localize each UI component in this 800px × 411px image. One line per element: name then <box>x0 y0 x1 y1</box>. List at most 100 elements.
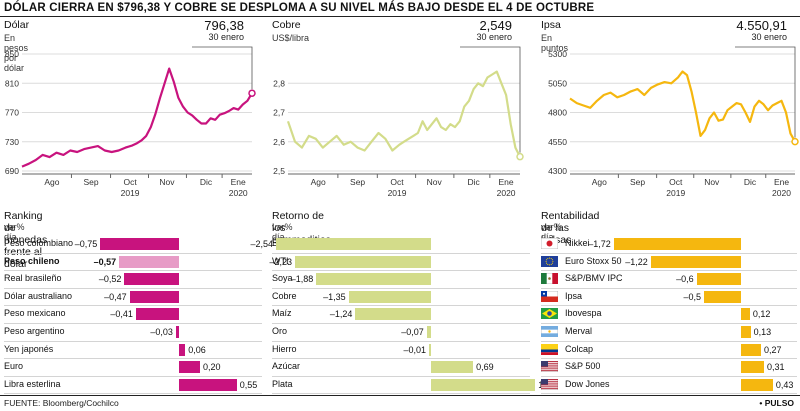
bar-value-label: 0,06 <box>188 344 206 355</box>
last-point-ipsa <box>791 137 799 146</box>
y-tick-label: 4550 <box>548 137 567 147</box>
chart-subtitle-ipsa: En puntos <box>541 33 569 53</box>
bar-value-label: –0,41 <box>110 309 133 320</box>
x-tick-label: Sep <box>83 177 98 187</box>
bar <box>613 238 741 250</box>
series-line-dolar <box>21 67 253 168</box>
category-label: Dólar australiano <box>4 290 73 301</box>
x-tick-label: 2020 <box>229 188 248 198</box>
x-tick-label: 2019 <box>666 188 685 198</box>
x-tick-label: Dic <box>467 177 480 187</box>
value-callout-line <box>735 46 796 138</box>
y-tick-label: 770 <box>5 108 19 118</box>
bar-value-label: –0,6 <box>676 274 694 285</box>
headline: DÓLAR CIERRA EN $796,38 Y COBRE SE DESPL… <box>4 2 595 14</box>
x-tick-label: 2020 <box>772 188 791 198</box>
bar-value-label: 0,31 <box>766 362 785 373</box>
chart-title-cobre: Cobre <box>272 19 301 31</box>
ranking-subtitle: var% día <box>541 222 562 242</box>
category-label: Ipsa <box>565 290 583 301</box>
bar <box>316 273 431 286</box>
ranking-subtitle: var% día <box>272 222 293 242</box>
row-divider <box>272 340 530 342</box>
brazil-flag-icon <box>541 308 558 320</box>
row-divider <box>4 252 262 254</box>
x-tick-label: Sep <box>350 177 365 187</box>
chart-subtitle-dolar: En pesos por dólar <box>4 33 29 73</box>
row-divider <box>541 375 797 377</box>
row-divider <box>4 323 262 324</box>
x-tick-label: 2020 <box>497 188 516 198</box>
category-label: Peso colombiano <box>4 238 74 248</box>
bar <box>741 326 751 338</box>
category-label: Colcap <box>565 343 594 354</box>
category-label: Real brasileño <box>4 273 62 284</box>
y-tick-label: 730 <box>5 137 19 147</box>
x-tick-label: Dic <box>200 177 213 187</box>
category-label: Euro <box>4 361 24 372</box>
bar-value-label: –0,57 <box>93 256 117 267</box>
row-divider <box>4 305 262 307</box>
category-label: Merval <box>565 326 593 336</box>
x-tick-label: Oct <box>390 177 404 187</box>
x-tick-label: Ene <box>499 177 514 187</box>
category-label: WTI <box>272 255 289 266</box>
row-divider <box>4 358 262 360</box>
row-divider <box>272 287 530 289</box>
y-tick-label: 5050 <box>548 78 567 88</box>
value-callout-line <box>460 46 521 153</box>
series-line-ipsa <box>569 70 796 143</box>
row-divider <box>541 252 797 254</box>
row-divider <box>4 287 262 289</box>
category-label: Soya <box>272 273 293 284</box>
ranking-subtitle: var% día <box>4 222 25 242</box>
argentina-flag-icon <box>541 326 558 337</box>
row-divider <box>541 287 797 289</box>
bar-value-label: –2,23 <box>269 256 292 267</box>
x-tick-label: 2019 <box>121 188 140 198</box>
bar <box>179 378 237 391</box>
row-divider <box>4 270 262 272</box>
series-line-cobre <box>286 70 521 158</box>
x-tick-label: Ago <box>592 177 607 187</box>
bar-value-label: –1,72 <box>588 239 611 249</box>
x-tick-label: Nov <box>704 177 720 187</box>
category-label: S&P/BMV IPC <box>565 273 623 284</box>
headline-rule <box>0 16 800 17</box>
bar-value-label: –0,75 <box>74 239 98 249</box>
row-divider <box>272 305 530 307</box>
bar <box>431 361 474 374</box>
bar-value-label: –1,24 <box>329 309 353 320</box>
row-divider <box>541 305 797 307</box>
chart-subtitle-cobre: US$/libra <box>272 33 310 43</box>
bar-value-label: –0,07 <box>401 327 424 337</box>
bar <box>431 378 536 391</box>
last-point-cobre <box>516 152 524 161</box>
x-tick-label: Sep <box>630 177 645 187</box>
bar-value-label: 0,27 <box>763 344 782 355</box>
category-label: Peso argentino <box>4 326 65 336</box>
bar <box>179 361 200 374</box>
bar <box>741 361 764 374</box>
bar-value-label: –0,01 <box>403 344 426 355</box>
bar <box>179 343 186 356</box>
row-divider <box>272 323 530 324</box>
category-label: Plata <box>272 378 293 389</box>
row-divider <box>4 393 262 395</box>
bar-value-label: 0,20 <box>203 362 221 373</box>
bar <box>355 308 431 321</box>
bar <box>348 290 431 303</box>
row-divider <box>541 358 797 360</box>
bar-value-label: –2,54 <box>250 239 274 249</box>
bar <box>429 343 431 356</box>
y-tick-label: 4800 <box>548 108 567 118</box>
y-tick-label: 2,7 <box>273 108 285 118</box>
x-tick-label: Ene <box>774 177 789 187</box>
bar <box>294 255 431 268</box>
usa-flag-icon <box>541 378 558 390</box>
bar-value-label: –0,03 <box>150 327 173 337</box>
category-label: Euro Stoxx 50 <box>565 255 622 266</box>
bar <box>741 378 773 391</box>
x-tick-label: Nov <box>427 177 443 187</box>
